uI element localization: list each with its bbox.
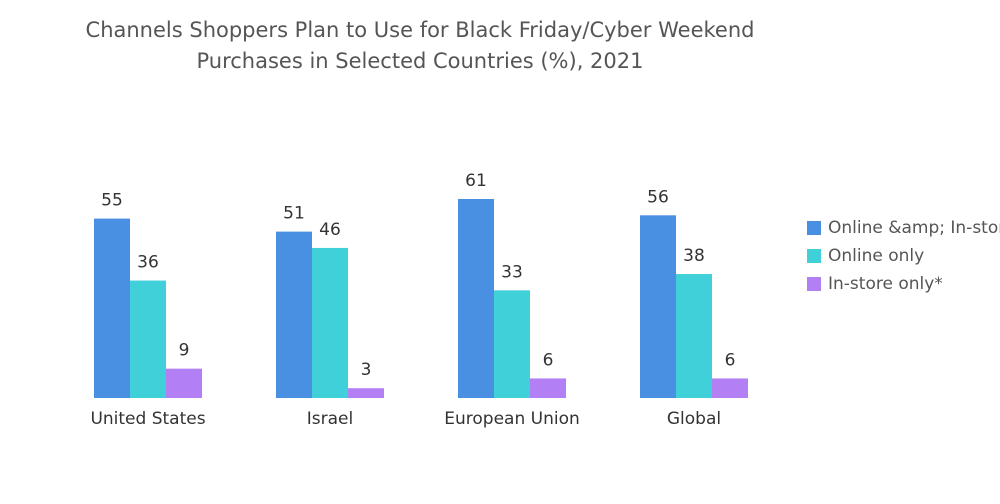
legend-swatch [807, 249, 821, 263]
x-tick-label: European Union [444, 409, 580, 429]
data-label: 46 [319, 220, 341, 240]
legend-label: Online &amp; In-store [828, 218, 1000, 238]
bar [94, 218, 130, 398]
bar [676, 274, 712, 398]
data-label: 56 [647, 187, 669, 207]
bar [312, 247, 348, 398]
x-tick-label: United States [90, 409, 205, 429]
bar [640, 215, 676, 398]
bar [348, 388, 384, 398]
data-label: 6 [725, 350, 736, 370]
legend-label: In-store only* [828, 274, 943, 294]
data-label: 51 [283, 204, 305, 224]
data-label: 9 [179, 341, 190, 361]
data-label: 55 [101, 191, 123, 211]
bar [130, 280, 166, 398]
data-label: 33 [501, 262, 523, 282]
x-tick-label: Global [667, 409, 721, 429]
data-label: 36 [137, 253, 159, 273]
data-label: 6 [543, 350, 554, 370]
bar [494, 290, 530, 398]
bar [166, 368, 202, 398]
data-label: 3 [361, 360, 372, 380]
bar [276, 231, 312, 398]
data-label: 61 [465, 171, 487, 191]
legend-swatch [807, 221, 821, 235]
legend-label: Online only [828, 246, 924, 266]
bar [530, 378, 566, 398]
legend-swatch [807, 277, 821, 291]
bar [458, 199, 494, 398]
chart-title: Channels Shoppers Plan to Use for Black … [86, 18, 755, 42]
bar [712, 378, 748, 398]
x-tick-label: Israel [307, 409, 353, 429]
chart-title: Purchases in Selected Countries (%), 202… [196, 49, 643, 73]
data-label: 38 [683, 246, 705, 266]
